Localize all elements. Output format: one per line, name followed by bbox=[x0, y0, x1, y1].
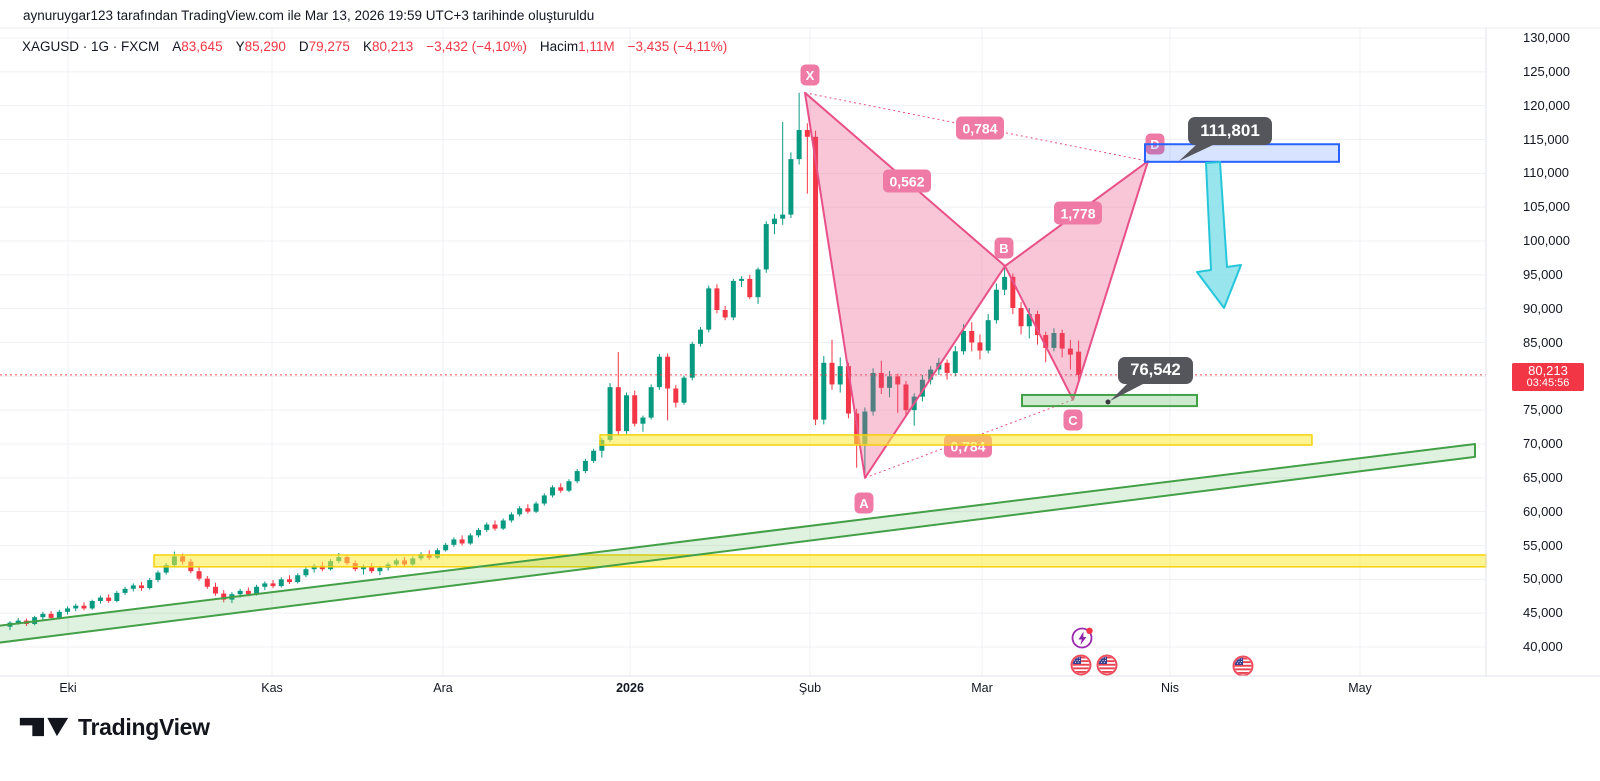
pattern-ratio-label: 0,562 bbox=[883, 169, 931, 193]
price-axis-tick: 125,000 bbox=[1523, 63, 1570, 79]
us-flag-icon[interactable] bbox=[1070, 654, 1092, 676]
svg-text:C: C bbox=[1068, 413, 1078, 428]
pattern-point-label-c: C bbox=[1063, 409, 1083, 431]
time-axis-label: Eki bbox=[59, 681, 77, 695]
quote-change: −3,432 (−4,10%) bbox=[426, 39, 527, 54]
price-axis-tick: 120,000 bbox=[1523, 97, 1570, 113]
svg-text:0,562: 0,562 bbox=[889, 174, 924, 190]
pattern-ratio-label: 0,784 bbox=[956, 116, 1004, 140]
time-axis-label: Şub bbox=[798, 681, 822, 695]
entry-anchor-dot bbox=[1105, 399, 1111, 405]
price-axis-tick: 50,000 bbox=[1523, 571, 1563, 587]
svg-text:A: A bbox=[859, 496, 869, 511]
target-price-callout: 111,801 bbox=[1188, 117, 1272, 145]
target-callout-tail bbox=[1179, 145, 1213, 161]
price-axis-tick: 40,000 bbox=[1523, 639, 1563, 654]
quote-open: A83,645 bbox=[172, 39, 223, 54]
price-axis-tick: 105,000 bbox=[1523, 199, 1570, 215]
harmonic-pattern-xabcd[interactable]: 0,784 bbox=[804, 91, 1149, 479]
down-projection-arrow[interactable] bbox=[1196, 161, 1242, 309]
tradingview-logo-icon bbox=[19, 717, 69, 737]
price-axis-tick: 45,000 bbox=[1523, 605, 1563, 621]
time-axis-label: Kas bbox=[261, 681, 283, 695]
ascending-trend-channel[interactable] bbox=[0, 443, 1476, 644]
price-axis-tick: 95,000 bbox=[1523, 266, 1563, 282]
bar-countdown: 03:45:56 bbox=[1526, 377, 1570, 389]
tradingview-logo: TradingView bbox=[18, 712, 210, 742]
lightning-event-icon[interactable] bbox=[1071, 627, 1093, 649]
last-price-value: 80,213 bbox=[1528, 363, 1568, 378]
us-flag-icon[interactable] bbox=[1232, 655, 1254, 677]
time-axis-label: Ara bbox=[433, 681, 453, 695]
svg-text:X: X bbox=[806, 68, 815, 83]
entry-callout-tail bbox=[1110, 383, 1145, 401]
us-flag-icon[interactable] bbox=[1096, 654, 1118, 676]
last-price-badge: 80,213 03:45:56 bbox=[1512, 363, 1584, 391]
quote-low: D79,275 bbox=[298, 39, 350, 54]
price-axis-tick: 90,000 bbox=[1523, 300, 1563, 316]
svg-text:B: B bbox=[999, 241, 1008, 256]
entry-price-callout: 76,542 bbox=[1118, 357, 1193, 384]
attribution-line: aynuruygar123 tarafından TradingView.com… bbox=[23, 8, 595, 23]
price-axis-tick: 65,000 bbox=[1523, 469, 1563, 485]
resistance-band-upper[interactable] bbox=[599, 434, 1313, 446]
pattern-point-label-b: B bbox=[994, 237, 1014, 259]
price-axis-tick: 75,000 bbox=[1523, 402, 1563, 418]
pattern-point-label-x: X bbox=[800, 64, 820, 86]
price-axis-tick: 85,000 bbox=[1523, 334, 1563, 350]
price-axis-tick: 60,000 bbox=[1523, 503, 1563, 519]
grid bbox=[0, 28, 1486, 676]
price-axis-tick: 110,000 bbox=[1523, 165, 1570, 181]
quote-volume: Hacim1,11M bbox=[539, 39, 615, 54]
quote-high: Y85,290 bbox=[235, 39, 286, 54]
quote-close: K80,213 bbox=[362, 39, 414, 54]
quote-volume-change: −3,435 (−4,11%) bbox=[627, 39, 728, 54]
target-zone-box[interactable] bbox=[1144, 143, 1340, 163]
support-band-lower[interactable] bbox=[153, 554, 1487, 568]
svg-text:0,784: 0,784 bbox=[962, 121, 997, 137]
price-axis-tick: 100,000 bbox=[1523, 233, 1570, 248]
time-axis-label: 2026 bbox=[616, 681, 644, 695]
time-axis-label: Mar bbox=[971, 681, 993, 695]
tradingview-wordmark: TradingView bbox=[78, 713, 210, 740]
svg-text:1,778: 1,778 bbox=[1060, 206, 1095, 222]
symbol-quote-bar: XAGUSD · 1G · FXCM A83,645 Y85,290 D79,2… bbox=[22, 39, 727, 54]
time-axis-label: Nis bbox=[1160, 681, 1180, 695]
price-axis-tick: 130,000 bbox=[1523, 30, 1570, 45]
price-axis-tick: 55,000 bbox=[1523, 537, 1563, 553]
price-axis-tick: 115,000 bbox=[1523, 131, 1570, 147]
pattern-point-label-a: A bbox=[854, 492, 874, 514]
pattern-ratio-label: 1,778 bbox=[1054, 201, 1102, 225]
symbol-title: XAGUSD · 1G · FXCM bbox=[22, 39, 160, 54]
price-axis-tick: 70,000 bbox=[1523, 436, 1563, 451]
time-axis-label: May bbox=[1348, 681, 1372, 695]
